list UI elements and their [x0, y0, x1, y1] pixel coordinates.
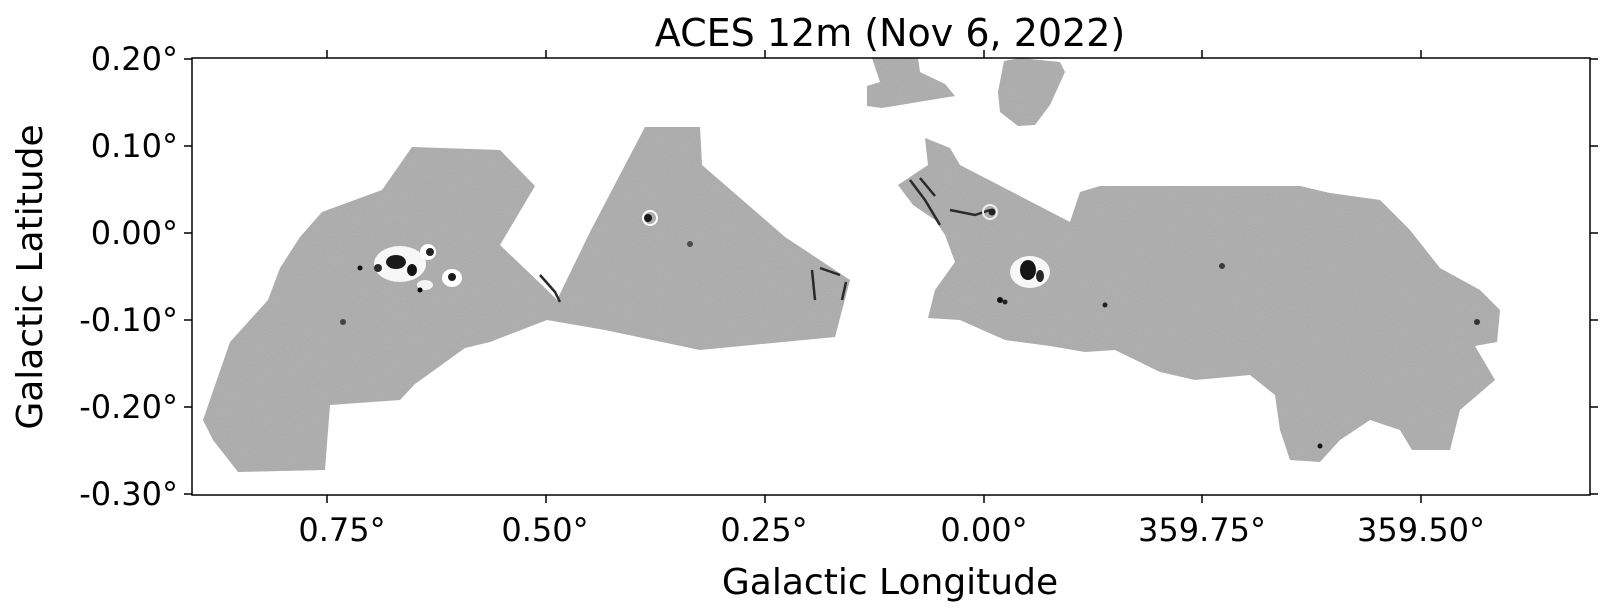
x-tick-label: 359.75° — [1138, 511, 1266, 549]
y-tick-label: -0.30° — [79, 475, 178, 513]
source-cluster-sgrb2 — [357, 244, 462, 293]
x-axis — [326, 50, 1422, 503]
y-tick-label: 0.00° — [91, 214, 178, 252]
mosaic-region-north-2 — [998, 58, 1065, 126]
x-tick-label: 0.25° — [720, 511, 807, 549]
y-tick-label: 0.20° — [91, 40, 178, 78]
plot-frame — [191, 57, 1591, 496]
x-tick-label: 359.50° — [1357, 511, 1485, 549]
x-tick-label: 0.75° — [298, 511, 385, 549]
mosaic-image — [203, 58, 1500, 472]
x-tick-label: 0.50° — [501, 511, 588, 549]
y-tick-label: -0.10° — [79, 301, 178, 339]
y-tick-label: -0.20° — [79, 388, 178, 426]
source-filaments-north — [539, 177, 991, 303]
y-axis — [184, 58, 1598, 495]
figure-title: ACES 12m (Nov 6, 2022) — [655, 11, 1125, 55]
mosaic-region-west — [203, 127, 850, 472]
source-points — [340, 204, 1480, 449]
y-tick-label: 0.10° — [91, 127, 178, 165]
source-features — [340, 177, 1480, 449]
mosaic-region-east — [898, 138, 1500, 462]
source-cluster-sgra — [997, 256, 1108, 308]
y-axis-label: Galactic Latitude — [10, 124, 51, 429]
x-tick-label: 0.00° — [940, 511, 1027, 549]
mosaic-region-north-1 — [867, 58, 955, 108]
x-axis-label: Galactic Longitude — [722, 562, 1058, 603]
